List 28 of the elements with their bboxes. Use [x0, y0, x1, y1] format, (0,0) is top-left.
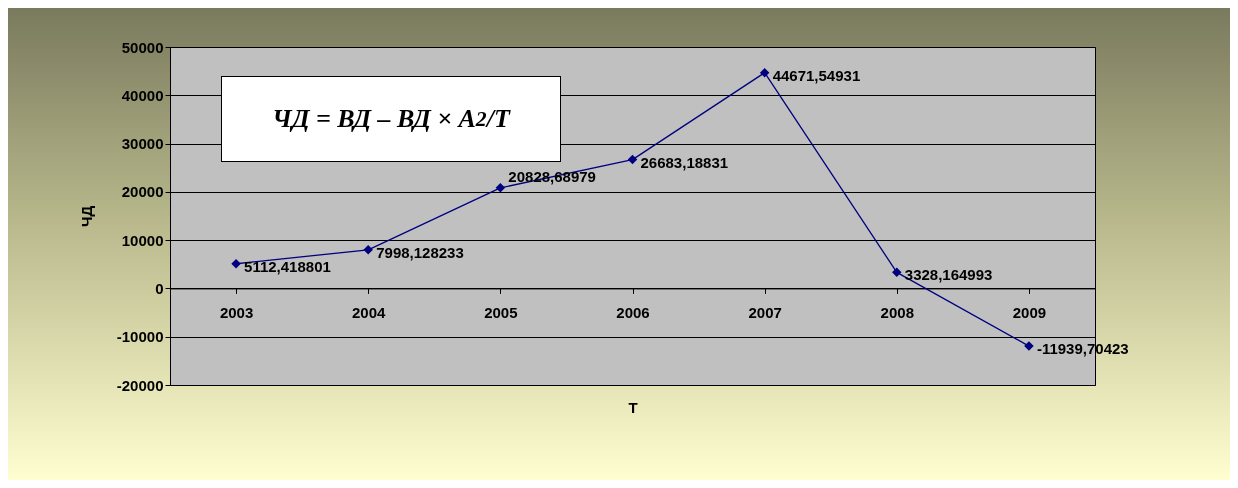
data-label: 26683,18831	[640, 153, 729, 171]
data-label: 5112,418801	[244, 257, 331, 275]
y-tick-label: 0	[155, 279, 164, 297]
point	[363, 245, 373, 255]
point	[495, 183, 506, 193]
y-tick-label: -10000	[116, 328, 164, 346]
x-tick-label: 2009	[1012, 303, 1047, 321]
y-tick-label: 10000	[121, 231, 164, 249]
data-label: 44671,54931	[772, 66, 861, 84]
x-axis-title: Т	[628, 398, 638, 416]
x-tick-label: 2005	[484, 303, 518, 321]
point	[627, 154, 638, 165]
y-tick-label: 20000	[121, 183, 164, 201]
y-tick-label: 30000	[121, 135, 164, 153]
data-label: 3328,164993	[904, 266, 993, 284]
y-axis-title: ЧД	[77, 205, 95, 228]
y-tick-label: -20000	[116, 376, 164, 394]
x-tick-label: 2006	[616, 303, 650, 321]
x-tick-label: 2008	[880, 303, 914, 321]
y-tick-label: 50000	[121, 38, 164, 56]
point	[759, 67, 770, 78]
x-tick-label: 2007	[748, 303, 782, 321]
x-tick-label: 2004	[352, 303, 387, 321]
data-label: 7998,128233	[376, 243, 464, 261]
y-tick-label: 40000	[121, 86, 164, 104]
point	[231, 259, 241, 269]
x-tick-label: 2003	[219, 303, 254, 321]
point	[892, 267, 902, 278]
